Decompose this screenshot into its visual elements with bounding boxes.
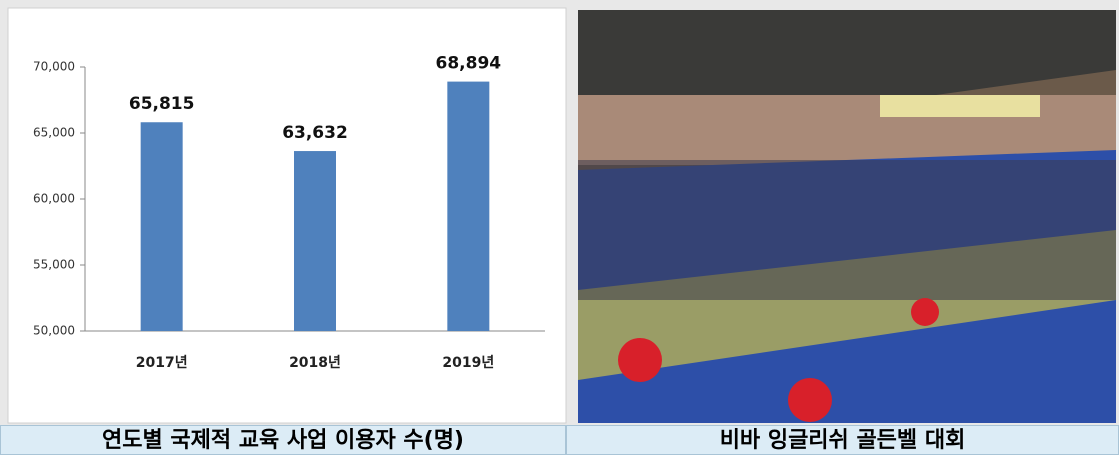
y-tick-label: 65,000 <box>33 126 75 140</box>
value-label: 63,632 <box>282 123 348 143</box>
photo <box>578 10 1116 423</box>
photo-banner <box>880 95 1040 117</box>
caption: 비바 잉글리쉬 골든벨 대회 <box>566 425 1119 455</box>
x-tick-label: 2019년 <box>442 355 494 371</box>
x-tick-label: 2018년 <box>289 355 341 371</box>
y-tick-label: 50,000 <box>33 324 75 338</box>
y-tick-label: 60,000 <box>33 192 75 206</box>
photo-ceiling <box>578 10 1116 100</box>
photo-cap <box>911 298 939 326</box>
y-tick-label: 55,000 <box>33 258 75 272</box>
caption: 연도별 국제적 교육 사업 이용자 수(명) <box>0 425 566 455</box>
chart-panel: 50,000 55,000 60,000 65,000 70,000 2017년 65,81… <box>0 0 1119 425</box>
x-tick-label: 2017년 <box>136 355 188 371</box>
photo-cap <box>788 378 832 422</box>
value-label: 68,894 <box>436 54 502 74</box>
y-tick-label: 70,000 <box>33 60 75 74</box>
bar <box>294 151 336 331</box>
bar <box>140 122 183 331</box>
photo-crowd <box>578 160 1116 300</box>
value-label: 65,815 <box>129 94 195 114</box>
bar <box>447 81 490 331</box>
photo-cap <box>618 338 662 382</box>
